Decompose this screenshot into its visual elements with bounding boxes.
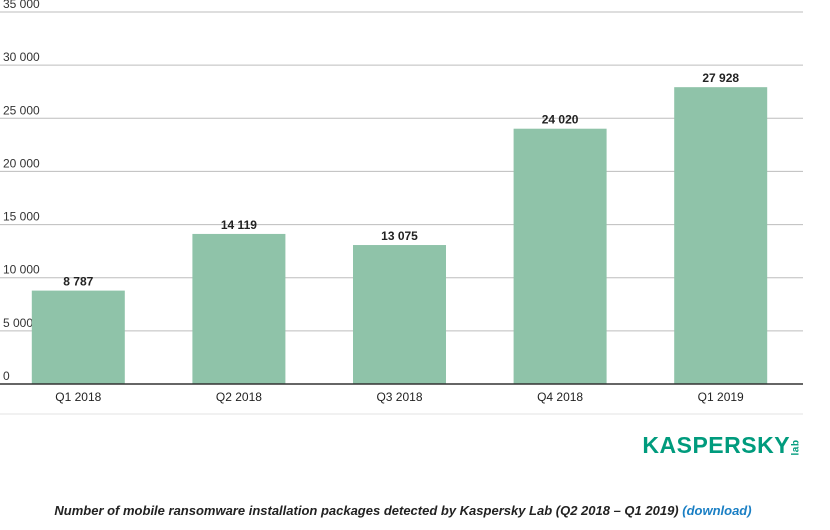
x-tick-label: Q4 2018: [537, 390, 583, 404]
bar: [353, 245, 446, 384]
y-tick-label: 15 000: [3, 210, 40, 224]
bar: [513, 128, 607, 384]
x-tick-label: Q1 2018: [55, 390, 101, 404]
caption-text: Number of mobile ransomware installation…: [54, 503, 679, 518]
bar: [674, 87, 768, 385]
y-tick-label: 0: [3, 369, 10, 383]
data-label: 8 787: [63, 275, 93, 289]
x-tick-label: Q3 2018: [376, 390, 422, 404]
data-label: 14 119: [221, 218, 257, 232]
y-tick-label: 10 000: [3, 263, 40, 277]
y-tick-label: 5 000: [3, 316, 33, 330]
download-link[interactable]: (download): [682, 503, 752, 518]
data-label: 27 928: [702, 71, 739, 85]
kaspersky-lab-logo: KASPERSKY lab: [642, 432, 804, 459]
x-tick-label: Q2 2018: [216, 390, 262, 404]
y-tick-label: 30 000: [3, 50, 40, 64]
bar: [192, 233, 286, 384]
y-tick-label: 20 000: [3, 156, 40, 170]
bar-chart: 0 5 000 10 000 15 000 20 000 25 000 30 000 35 0…: [0, 0, 803, 415]
logo-main-text: KASPERSKY: [642, 432, 791, 458]
data-label: 13 075: [381, 229, 418, 243]
logo-lab-text: lab: [790, 439, 802, 456]
chart-caption: Number of mobile ransomware installation…: [0, 503, 806, 518]
data-label: 24 020: [542, 113, 579, 127]
bar: [31, 290, 125, 384]
y-tick-label: 35 000: [3, 0, 40, 11]
x-tick-label: Q1 2019: [698, 390, 744, 404]
y-tick-label: 25 000: [3, 103, 40, 117]
